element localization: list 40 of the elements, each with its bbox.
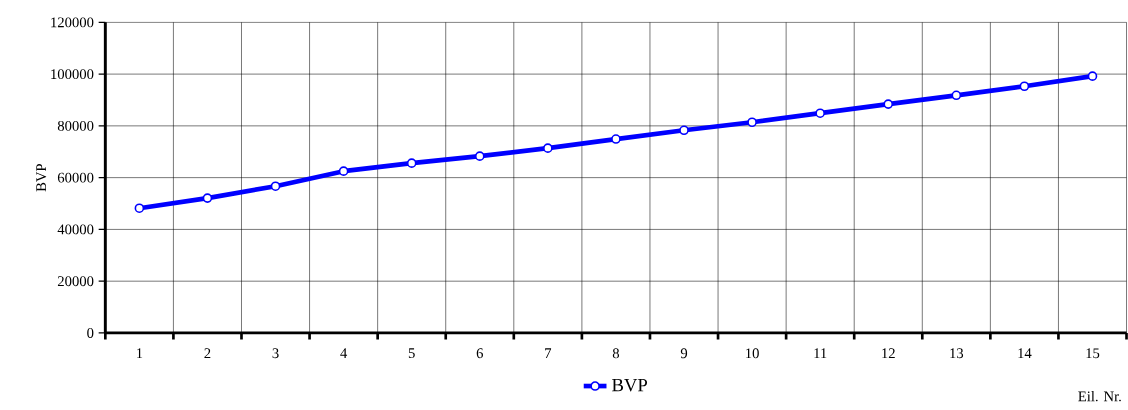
y-tick-label: 60000	[57, 172, 94, 183]
y-tick-label: 120000	[51, 17, 94, 28]
x-tick-label: 14	[1018, 348, 1032, 359]
point	[747, 117, 757, 128]
x-tick-label: 4	[340, 348, 348, 359]
point	[270, 181, 281, 192]
legend-label: BVP	[612, 378, 648, 392]
point	[1019, 81, 1030, 92]
point	[406, 158, 417, 168]
x-tick-label: 3	[272, 348, 279, 359]
y-tick-label: 20000	[57, 276, 94, 287]
y-tick-label: 80000	[57, 120, 94, 131]
point	[474, 151, 485, 161]
x-tick-label: 1	[137, 348, 143, 359]
x-axis-title: Eil. Nr.	[1078, 391, 1121, 402]
point	[883, 99, 894, 109]
point	[679, 125, 689, 136]
point	[611, 134, 621, 144]
point	[951, 90, 962, 101]
x-tick-label: 12	[882, 348, 895, 359]
point	[202, 193, 213, 203]
y-tick-label: 40000	[57, 224, 94, 235]
x-tick-label: 15	[1086, 348, 1100, 359]
point	[338, 166, 349, 176]
x-tick-label: 5	[408, 348, 415, 359]
x-tick-label: 2	[204, 348, 211, 359]
x-tick-label: 8	[612, 348, 620, 359]
y-tick-label: 0	[87, 328, 94, 338]
point	[543, 143, 553, 153]
x-tick-label: 13	[950, 348, 964, 359]
point	[815, 108, 825, 119]
x-tick-label: 9	[680, 348, 688, 359]
point	[1087, 71, 1098, 81]
x-tick-label: 6	[476, 348, 483, 359]
x-tick-label: 10	[746, 348, 759, 359]
x-tick-label: 11	[814, 348, 827, 359]
y-axis-title: BVP	[36, 164, 47, 192]
point	[134, 203, 145, 214]
y-tick-label: 100000	[51, 69, 94, 80]
x-tick-label: 7	[545, 348, 552, 358]
